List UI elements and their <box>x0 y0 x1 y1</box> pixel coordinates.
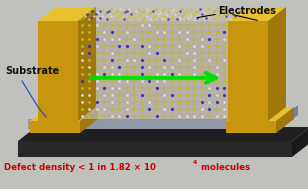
Polygon shape <box>78 7 96 121</box>
Text: molecules: molecules <box>198 163 250 171</box>
Text: Substrate: Substrate <box>5 66 59 76</box>
Polygon shape <box>30 107 98 121</box>
Polygon shape <box>28 119 280 129</box>
Polygon shape <box>38 7 96 21</box>
Text: 4: 4 <box>193 160 197 166</box>
Polygon shape <box>80 107 98 133</box>
Polygon shape <box>18 127 308 141</box>
Polygon shape <box>226 121 276 133</box>
Text: Defect density < 1 in 1.82 × 10: Defect density < 1 in 1.82 × 10 <box>4 163 156 171</box>
Polygon shape <box>18 141 292 157</box>
Polygon shape <box>268 7 286 121</box>
Polygon shape <box>226 107 294 121</box>
Polygon shape <box>280 105 298 129</box>
Polygon shape <box>292 127 308 157</box>
Polygon shape <box>276 107 294 133</box>
Polygon shape <box>78 21 228 119</box>
Polygon shape <box>30 121 80 133</box>
Polygon shape <box>78 7 246 21</box>
Polygon shape <box>228 7 286 21</box>
Polygon shape <box>28 105 298 119</box>
Polygon shape <box>38 21 78 121</box>
Text: Electrodes: Electrodes <box>218 6 276 16</box>
Polygon shape <box>228 21 268 121</box>
